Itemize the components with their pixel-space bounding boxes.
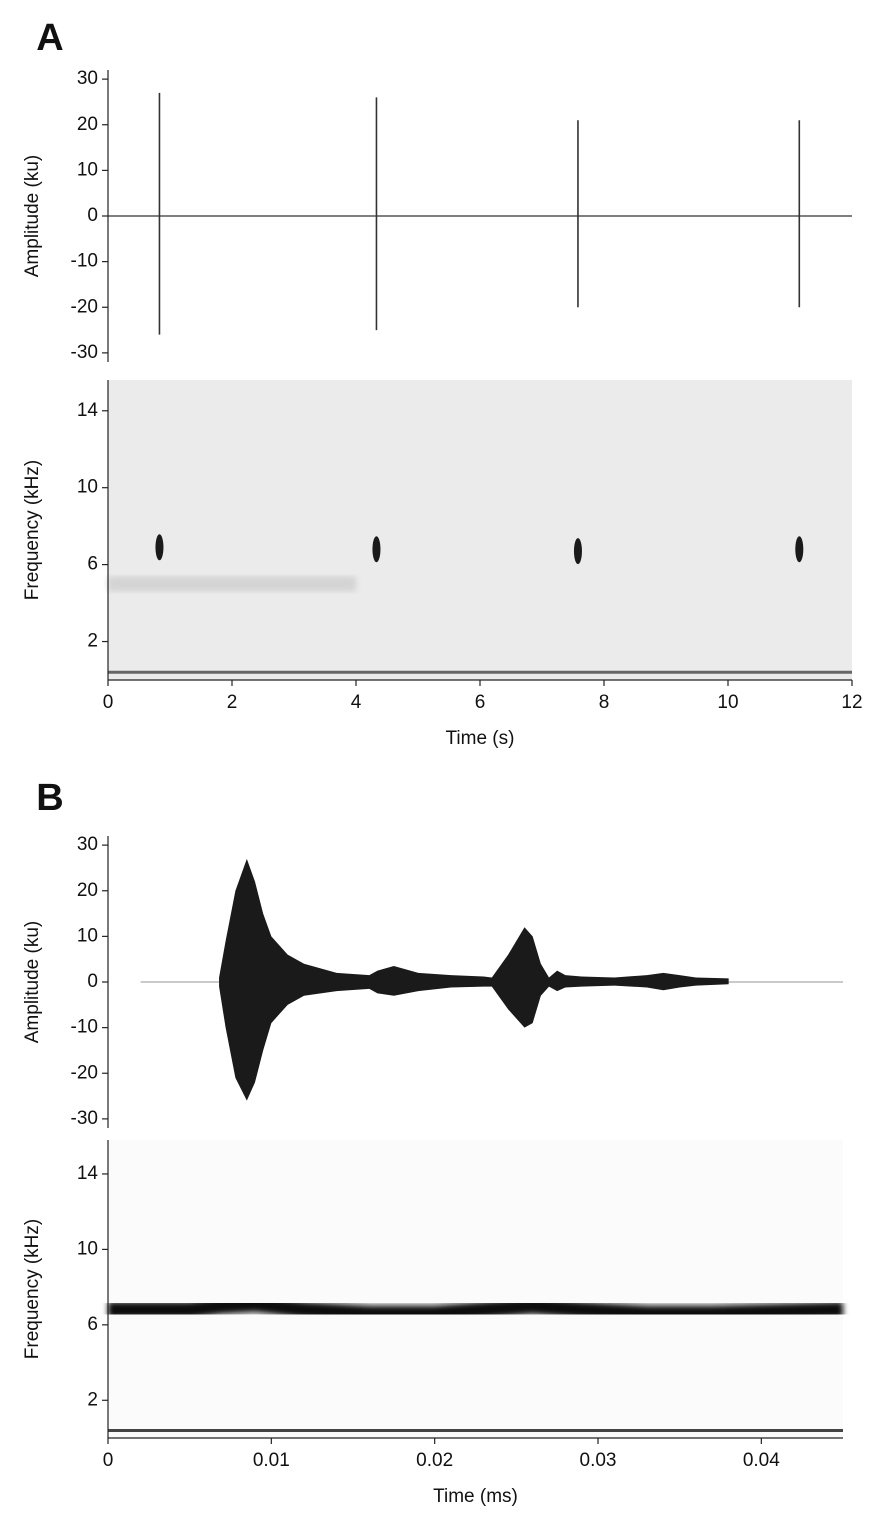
y-axis-label: Amplitude (ku) (22, 155, 43, 278)
y-tick-label: 14 (77, 400, 99, 421)
x-tick-label: 0 (103, 692, 114, 713)
y-tick-label: 2 (87, 631, 98, 652)
y-tick-label: -20 (71, 1062, 98, 1083)
spectrogram-background (108, 380, 852, 680)
x-tick-label: 0.02 (416, 1450, 453, 1471)
x-tick-label: 4 (351, 692, 362, 713)
click-energy (372, 536, 381, 563)
y-tick-label: 10 (77, 1238, 98, 1259)
y-tick-label: -30 (71, 342, 98, 363)
y-axis-label: Amplitude (ku) (22, 921, 43, 1044)
y-tick-label: 0 (87, 971, 98, 992)
x-tick-label: 6 (475, 692, 486, 713)
y-tick-label: 10 (77, 477, 98, 498)
y-tick-label: 20 (77, 114, 98, 135)
y-tick-label: 30 (77, 834, 98, 855)
x-tick-label: 0.01 (253, 1450, 290, 1471)
panel-label: A (36, 17, 63, 59)
y-tick-label: 6 (87, 1314, 98, 1335)
y-tick-label: 14 (77, 1163, 99, 1184)
x-tick-label: 0.04 (743, 1450, 780, 1471)
y-tick-label: 2 (87, 1389, 98, 1410)
frequency-band (108, 1296, 844, 1322)
x-axis-label: Time (s) (446, 728, 515, 749)
noise-band (108, 576, 356, 592)
y-tick-label: 20 (77, 880, 98, 901)
y-axis-label: Frequency (kHz) (22, 1219, 43, 1359)
envelope (219, 858, 729, 982)
x-tick-label: 10 (717, 692, 738, 713)
y-tick-label: -20 (71, 296, 98, 317)
y-tick-label: 30 (77, 68, 98, 89)
y-tick-label: -30 (71, 1108, 98, 1129)
click-energy (573, 538, 582, 565)
click-energy (155, 534, 164, 561)
x-axis-label: Time (ms) (433, 1486, 518, 1507)
y-tick-label: 10 (77, 925, 98, 946)
x-tick-label: 0.03 (580, 1450, 617, 1471)
y-tick-label: 6 (87, 554, 98, 575)
click-energy (795, 536, 804, 563)
x-tick-label: 2 (227, 692, 238, 713)
y-tick-label: 10 (77, 159, 98, 180)
x-tick-label: 8 (599, 692, 610, 713)
spectrogram-background (108, 1140, 843, 1438)
y-tick-label: -10 (71, 251, 98, 272)
x-tick-label: 0 (103, 1450, 114, 1471)
envelope (219, 982, 729, 1101)
y-tick-label: 0 (87, 205, 98, 226)
panel-label: B (36, 777, 63, 819)
x-tick-label: 12 (841, 692, 862, 713)
y-tick-label: -10 (71, 1017, 98, 1038)
y-axis-label: Frequency (kHz) (22, 460, 43, 600)
